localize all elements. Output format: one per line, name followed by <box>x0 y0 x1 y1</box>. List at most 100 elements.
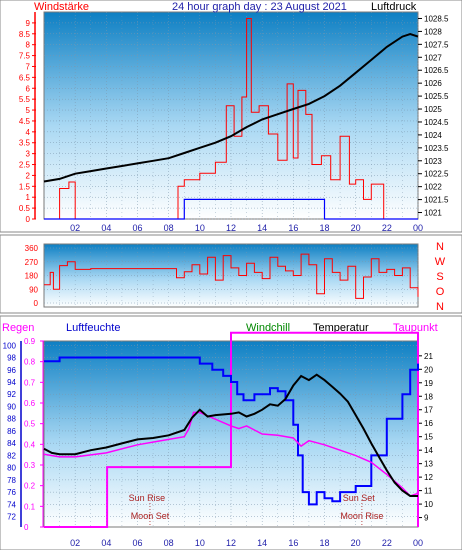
windspeed-tick-label: 2 <box>26 171 31 180</box>
series-pressure <box>43 32 419 183</box>
hour-tick-label: 16 <box>288 223 298 233</box>
temperature-tick-label: 14 <box>424 446 433 455</box>
degree-tick-label: 270 <box>25 258 39 267</box>
windspeed-tick-label: 6.5 <box>19 73 31 82</box>
hour-tick-label: 16 <box>288 538 298 548</box>
compass-label: S <box>436 271 443 283</box>
series-temperature <box>43 373 418 497</box>
hour-tick-label: 22 <box>382 538 392 548</box>
hour-tick-label: 20 <box>351 538 361 548</box>
hour-tick-label: 20 <box>351 223 361 233</box>
compass-label: W <box>435 256 446 268</box>
windspeed-tick-label: 4.5 <box>19 117 31 126</box>
pressure-tick-label: 1021.5 <box>424 196 449 205</box>
legend-taupunkt: Taupunkt <box>393 322 438 334</box>
series-humidity <box>44 356 419 506</box>
windspeed-tick-label: 2.5 <box>19 161 31 170</box>
windspeed-tick-label: 3 <box>26 150 31 159</box>
rain-tick-label: 0.8 <box>24 358 36 367</box>
windspeed-tick-label: 5.5 <box>19 95 31 104</box>
temperature-tick-label: 10 <box>424 500 433 509</box>
humidity-tick-label: 100 <box>3 341 17 350</box>
temperature-tick-label: 12 <box>424 473 433 482</box>
degree-tick-label: 0 <box>34 299 39 308</box>
windspeed-tick-label: 1 <box>26 193 31 202</box>
hour-tick-label: 08 <box>164 538 174 548</box>
panel3-series <box>43 331 419 528</box>
degree-tick-label: 180 <box>25 272 39 281</box>
temperature-tick-label: 21 <box>424 352 433 361</box>
humidity-tick-label: 94 <box>7 378 16 387</box>
temperature-tick-label: 18 <box>424 392 433 401</box>
annotation-sun-rise: Sun Rise <box>129 493 166 503</box>
humidity-tick-label: 76 <box>7 488 16 497</box>
rain-tick-label: 0.5 <box>24 420 36 429</box>
windspeed-tick-label: 0 <box>26 215 31 224</box>
annotation-sun-set: Sun Set <box>343 493 376 503</box>
hour-tick-label: 10 <box>195 538 205 548</box>
panel1-title: 24 hour graph day : 23 August 2021 <box>172 1 347 13</box>
hour-tick-label: 06 <box>132 223 142 233</box>
panel2-degree-ticks: 0 90 180 270 360 <box>25 244 39 308</box>
temperature-tick-label: 15 <box>424 433 433 442</box>
pressure-tick-label: 1025 <box>424 105 442 114</box>
panel-wind-pressure: Windstärke 24 hour graph day : 23 August… <box>0 0 462 233</box>
temperature-tick-label: 19 <box>424 379 433 388</box>
windspeed-tick-label: 1.5 <box>19 182 31 191</box>
panel1-pressure-ticks: 1021 1021.5 1022 1022.5 1023 1023.5 1024 1024.5… <box>418 14 449 218</box>
legend-luftfeuchte: Luftfeuchte <box>66 322 120 334</box>
hour-tick-label: 04 <box>101 223 111 233</box>
windspeed-tick-label: 8 <box>26 41 31 50</box>
series-wind-direction <box>44 253 419 299</box>
rain-tick-label: 0.2 <box>24 482 36 491</box>
humidity-tick-label: 84 <box>7 439 16 448</box>
humidity-tick-label: 74 <box>7 500 16 509</box>
panel1-plot-bg <box>43 11 419 220</box>
hour-tick-label: 00 <box>413 223 423 233</box>
pressure-tick-label: 1028.5 <box>424 14 449 23</box>
hour-tick-label: 14 <box>257 223 267 233</box>
hour-tick-label: 10 <box>195 223 205 233</box>
windspeed-tick-label: 0.5 <box>19 204 31 213</box>
panel2-series <box>44 253 419 299</box>
pressure-tick-label: 1023.5 <box>424 144 449 153</box>
pressure-tick-label: 1022 <box>424 183 442 192</box>
rain-tick-label: 0 <box>24 523 29 532</box>
pressure-tick-label: 1025.5 <box>424 92 449 101</box>
pressure-tick-label: 1024.5 <box>424 118 449 127</box>
windspeed-tick-label: 4 <box>26 128 31 137</box>
pressure-tick-label: 1024 <box>424 131 442 140</box>
panel3-hour-ticks: 02 04 06 08 10 12 14 16 18 20 22 00 <box>70 538 423 548</box>
humidity-tick-label: 72 <box>7 513 16 522</box>
windspeed-tick-label: 5 <box>26 106 31 115</box>
windspeed-tick-label: 7 <box>26 62 31 71</box>
compass-label: O <box>436 286 445 298</box>
hour-tick-label: 08 <box>164 223 174 233</box>
panel3-sun-moon-annotations: Sun Rise Moon Set Sun Set Moon Rise <box>129 493 383 527</box>
humidity-tick-label: 78 <box>7 476 16 485</box>
temperature-tick-label: 11 <box>424 487 433 496</box>
pressure-tick-label: 1028 <box>424 27 442 36</box>
panel3-humidity-ticks: 72 74 76 78 80 82 84 86 88 90 92 94 96 98 100 <box>3 341 22 527</box>
hour-tick-label: 00 <box>413 538 423 548</box>
pressure-tick-label: 1021 <box>424 209 442 218</box>
rain-tick-label: 0.6 <box>24 399 36 408</box>
hour-tick-label: 14 <box>257 538 267 548</box>
panel1-left-label: Windstärke <box>34 1 89 13</box>
compass-label: N <box>436 241 444 253</box>
rain-tick-label: 0.1 <box>24 502 36 511</box>
temperature-tick-label: 13 <box>424 460 433 469</box>
pressure-tick-label: 1026.5 <box>424 66 449 75</box>
humidity-tick-label: 96 <box>7 366 16 375</box>
panel2-grid <box>44 244 419 307</box>
humidity-tick-label: 90 <box>7 402 16 411</box>
panel1-series <box>43 18 419 220</box>
panel3-legend: Regen Luftfeuchte Windchill Temperatur T… <box>2 322 438 334</box>
hour-tick-label: 06 <box>132 538 142 548</box>
series-rain <box>44 331 419 528</box>
pressure-tick-label: 1023 <box>424 157 442 166</box>
rain-tick-label: 0.9 <box>24 337 36 346</box>
temperature-tick-label: 9 <box>424 514 429 523</box>
hour-tick-label: 18 <box>319 538 329 548</box>
